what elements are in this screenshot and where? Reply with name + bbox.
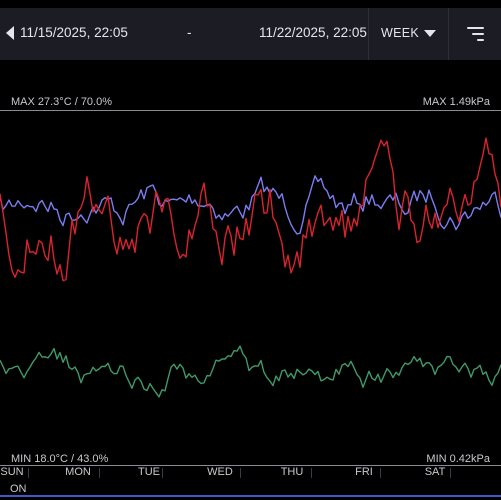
status-bar: ON: [0, 481, 501, 500]
day-label: FRI: [355, 466, 373, 478]
min-line: [0, 465, 501, 466]
day-label: MON: [65, 466, 91, 478]
day-divider: [450, 468, 451, 478]
day-divider: [240, 468, 241, 478]
period-label: WEEK: [381, 26, 420, 40]
top-bar: 11/15/2025, 22:05 - 11/22/2025, 22:05 WE…: [0, 0, 501, 60]
date-range: 11/15/2025, 22:05 - 11/22/2025, 22:05: [0, 8, 368, 60]
sort-icon-line: [472, 33, 484, 35]
divider: [368, 8, 369, 60]
status-indicator-line: [0, 495, 501, 497]
sensor-chart[interactable]: [0, 111, 501, 461]
day-divider: [311, 468, 312, 478]
date-separator: -: [187, 25, 192, 40]
sort-icon-line: [477, 39, 484, 41]
chevron-down-icon: [424, 30, 436, 37]
vpd-series: [0, 345, 501, 398]
day-label: TUE: [138, 466, 160, 478]
start-date[interactable]: 11/15/2025, 22:05: [20, 25, 128, 40]
day-divider: [162, 468, 163, 478]
humidity-series: [0, 175, 501, 235]
min-temp-humidity-label: MIN 18.0°C / 43.0%: [11, 453, 109, 465]
previous-arrow-icon[interactable]: [6, 26, 14, 40]
temperature-series: [0, 137, 501, 282]
sort-icon: [467, 27, 484, 29]
day-divider: [28, 468, 29, 478]
sort-menu-button[interactable]: [449, 8, 501, 60]
day-label: WED: [207, 466, 233, 478]
max-line: [0, 110, 501, 111]
end-date[interactable]: 11/22/2025, 22:05: [259, 25, 367, 40]
max-vpd-label: MAX 1.49kPa: [422, 96, 490, 108]
day-divider: [380, 468, 381, 478]
max-temp-humidity-label: MAX 27.3°C / 70.0%: [11, 96, 113, 108]
day-label: SUN: [0, 466, 24, 478]
period-dropdown[interactable]: WEEK: [370, 8, 448, 60]
divider: [448, 8, 449, 60]
min-vpd-label: MIN 0.42kPa: [426, 453, 490, 465]
day-label: SAT: [424, 466, 446, 478]
day-label: THU: [280, 466, 304, 478]
day-axis: SUN MON TUE WED THU FRI SAT: [0, 466, 501, 480]
day-divider: [99, 468, 100, 478]
status-label: ON: [10, 483, 27, 495]
